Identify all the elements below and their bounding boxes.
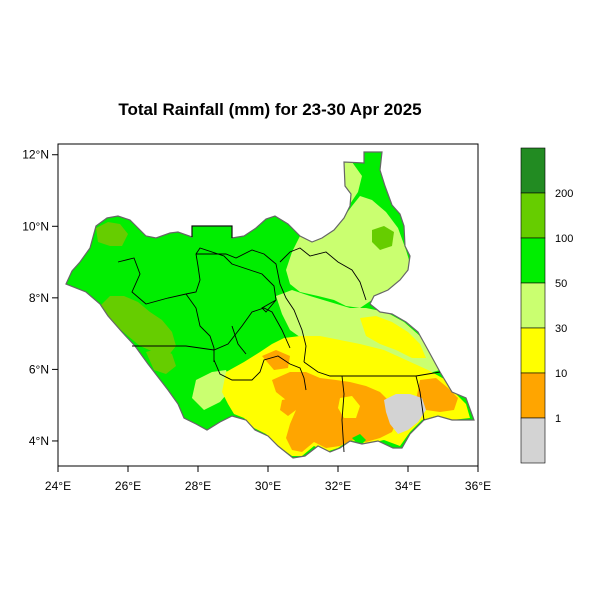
colorbar-segment — [520, 192, 546, 239]
field-orange-east — [416, 378, 458, 412]
colorbar-segment — [520, 417, 546, 464]
x-tick-label: 26°E — [115, 479, 141, 493]
field-orange-west-dots — [280, 398, 296, 416]
field-yellow-east — [360, 316, 426, 358]
x-axis: 24°E 26°E 28°E 30°E 32°E 34°E 36°E — [45, 466, 491, 493]
colorbar-label: 200 — [555, 188, 573, 200]
northern-notch-outline — [191, 225, 233, 238]
state-boundary-south-central — [213, 355, 307, 391]
map-title: Total Rainfall (mm) for 23-30 Apr 2025 — [118, 100, 422, 119]
field-light-green-northeast — [286, 196, 412, 308]
field-olive-green-southwest — [146, 348, 176, 374]
colorbar-segment — [520, 327, 546, 374]
state-boundary-east — [279, 247, 367, 301]
y-tick-label: 8°N — [29, 291, 49, 305]
colorbar-segment — [520, 147, 546, 194]
x-tick-label: 32°E — [325, 479, 351, 493]
y-tick-label: 6°N — [29, 362, 49, 376]
field-olive-green-west — [100, 296, 176, 356]
colorbar-segment — [520, 237, 546, 284]
y-axis: 12°N 10°N 8°N 6°N 4°N — [22, 148, 58, 448]
field-olive-green-ne — [372, 226, 394, 250]
state-boundary-central — [196, 249, 307, 363]
state-boundary-south-east-b — [341, 375, 345, 453]
x-tick-label: 28°E — [185, 479, 211, 493]
x-tick-label: 36°E — [465, 479, 491, 493]
state-boundaries — [117, 247, 441, 453]
colorbar-label: 50 — [555, 278, 567, 290]
field-gray-southeast — [384, 394, 426, 434]
x-tick-label: 30°E — [255, 479, 281, 493]
state-boundary-east-b — [415, 375, 425, 421]
colorbar-label: 100 — [555, 233, 573, 245]
colorbar-label: 10 — [555, 368, 567, 380]
field-olive-green-north — [96, 222, 128, 246]
rainfall-field — [66, 152, 474, 458]
field-light-green-west-patch — [192, 370, 232, 410]
state-boundary-central-b — [231, 325, 247, 355]
field-green-speck-south — [352, 434, 366, 446]
y-tick-label: 10°N — [22, 219, 49, 233]
field-orange-center — [262, 350, 290, 370]
field-light-green-central — [276, 290, 440, 374]
colorbar-segment — [520, 282, 546, 329]
colorbar-segment — [520, 372, 546, 419]
y-tick-label: 12°N — [22, 148, 49, 162]
field-orange-south-central — [272, 372, 398, 452]
colorbar-label: 30 — [555, 323, 567, 335]
colorbar-label: 1 — [555, 413, 561, 425]
x-tick-label: 34°E — [395, 479, 421, 493]
y-tick-label: 4°N — [29, 434, 49, 448]
colorbar: 200 100 50 30 10 1 — [520, 147, 573, 464]
x-tick-label: 24°E — [45, 479, 71, 493]
